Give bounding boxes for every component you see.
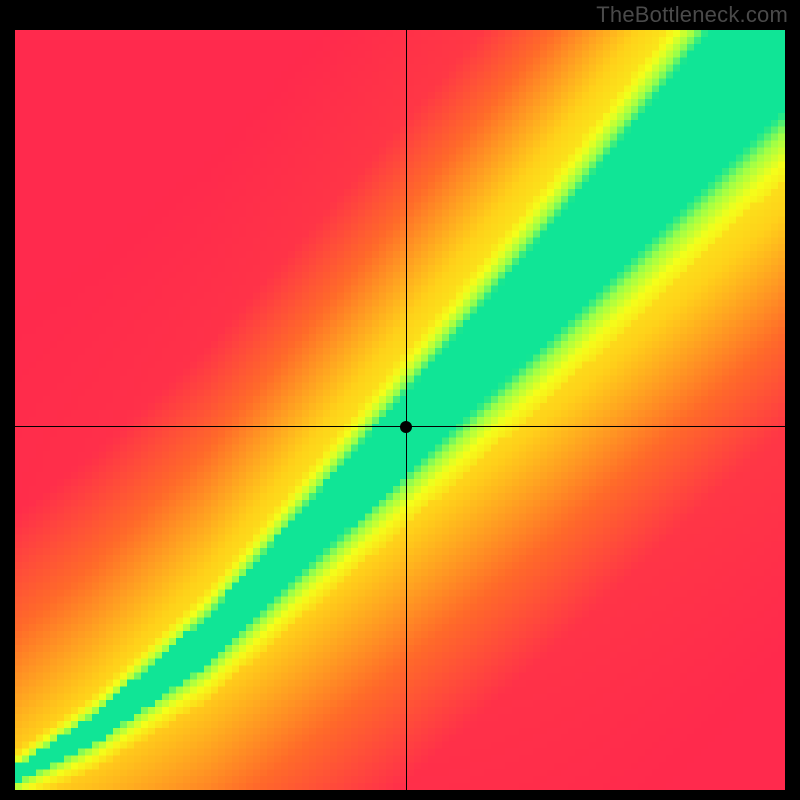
watermark-text: TheBottleneck.com — [596, 2, 788, 28]
bottleneck-heatmap — [15, 30, 785, 790]
crosshair-dot — [400, 421, 412, 433]
crosshair-vertical — [406, 30, 407, 790]
chart-container: TheBottleneck.com — [0, 0, 800, 800]
